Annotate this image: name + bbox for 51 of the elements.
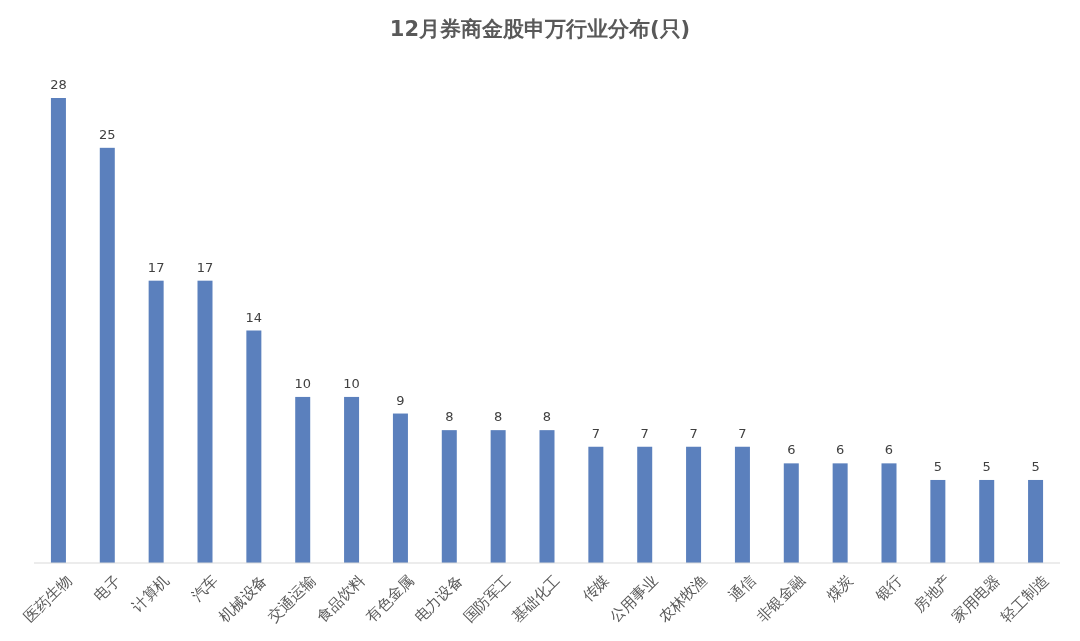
bar <box>50 98 66 563</box>
x-tick-label: 传媒 <box>578 571 613 605</box>
data-label: 7 <box>738 425 747 441</box>
bar <box>734 446 750 563</box>
bar <box>148 280 164 563</box>
data-label: 6 <box>884 442 894 458</box>
x-tick-label: 计算机 <box>128 571 173 616</box>
bar <box>930 479 946 563</box>
x-tick-label: 汽车 <box>187 571 222 605</box>
bar <box>783 463 799 563</box>
data-label: 14 <box>245 309 263 325</box>
x-tick-label: 通信 <box>725 571 760 605</box>
data-label: 5 <box>1031 458 1040 474</box>
data-label: 5 <box>933 458 942 474</box>
data-label: 5 <box>982 458 991 474</box>
data-label: 17 <box>196 259 214 275</box>
data-label: 17 <box>147 259 165 275</box>
x-tick-label: 银行 <box>871 571 906 606</box>
bar <box>99 147 115 563</box>
data-label: 10 <box>343 375 360 391</box>
x-tick-label: 医药生物 <box>20 571 76 627</box>
bar <box>686 446 702 563</box>
data-label: 7 <box>689 425 698 441</box>
bar <box>588 446 604 563</box>
data-label: 7 <box>591 425 600 441</box>
data-label: 8 <box>542 409 552 425</box>
bar <box>539 430 555 563</box>
x-tick-label: 电子 <box>90 571 125 605</box>
bar <box>832 463 848 563</box>
bar <box>490 430 506 563</box>
data-label: 25 <box>99 126 116 142</box>
data-label: 28 <box>50 77 67 92</box>
bar <box>295 396 311 563</box>
bar <box>979 479 995 563</box>
data-label: 10 <box>294 375 311 391</box>
bar <box>197 280 213 563</box>
bar <box>246 330 262 563</box>
data-label: 9 <box>396 392 405 408</box>
bar <box>344 396 360 563</box>
bar <box>1028 479 1044 563</box>
x-tick-label: 煤炭 <box>822 571 857 605</box>
bar <box>637 446 653 563</box>
bar <box>881 463 897 563</box>
bar <box>441 430 457 563</box>
data-label: 6 <box>836 442 845 458</box>
data-label: 8 <box>494 409 503 425</box>
data-label: 8 <box>445 409 454 425</box>
bar <box>392 413 408 563</box>
chart-title: 12月券商金股申万行业分布(只) <box>389 17 691 41</box>
data-label: 6 <box>787 442 796 458</box>
data-label: 7 <box>640 425 649 441</box>
